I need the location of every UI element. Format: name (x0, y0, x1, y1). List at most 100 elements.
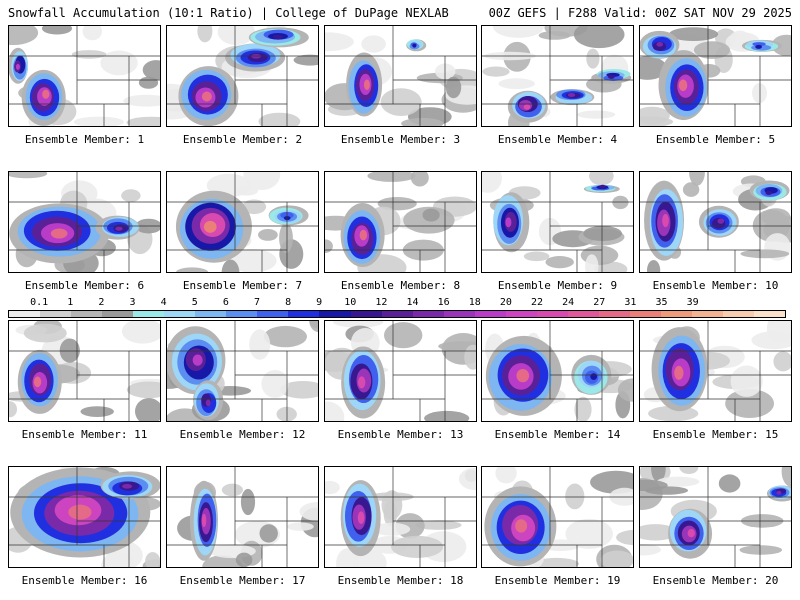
ensemble-member-label: Ensemble Member: 15 (652, 428, 779, 441)
colorbar-segment (319, 311, 351, 317)
light-snow-area (202, 555, 243, 567)
colorbar-segment (257, 311, 289, 317)
light-snow-area (325, 239, 333, 253)
colorbar-tick-label: 8 (285, 297, 292, 308)
colorbar-segment (505, 311, 537, 317)
light-snow-area (647, 260, 661, 272)
light-snow-area (258, 229, 278, 241)
light-snow-area (538, 31, 571, 40)
light-snow-area (380, 88, 422, 116)
colorbar-segment (288, 311, 320, 317)
snowfall-colorbar (8, 310, 786, 318)
ensemble-member-map (639, 320, 792, 422)
colorbar-tick-label: 7 (253, 297, 260, 308)
light-snow-area (718, 474, 741, 493)
ensemble-member-label: Ensemble Member: 6 (24, 279, 145, 292)
light-snow-area (445, 76, 462, 99)
ensemble-member-map (166, 320, 319, 422)
light-snow-area (523, 251, 550, 262)
snowfall-contour (674, 365, 684, 380)
ensemble-member-label: Ensemble Member: 14 (494, 428, 621, 441)
light-snow-area (367, 172, 416, 182)
colorbar-segment (723, 311, 755, 317)
light-snow-area (235, 552, 253, 567)
light-snow-area (325, 32, 354, 52)
light-snow-area (640, 479, 668, 491)
light-snow-area (242, 199, 267, 215)
snowfall-contour (776, 490, 782, 495)
ensemble-member-map (481, 171, 634, 273)
colorbar-tick-label: 18 (468, 297, 481, 308)
snowfall-field (640, 321, 791, 421)
light-snow-area (640, 544, 661, 556)
snowfall-contour (678, 79, 688, 92)
colorbar-segment (567, 311, 599, 317)
light-snow-area (121, 189, 141, 202)
light-snow-area (309, 321, 318, 333)
light-snow-area (361, 35, 386, 53)
light-snow-area (740, 249, 790, 259)
snowfall-contour (192, 354, 203, 366)
snowfall-contour (357, 511, 365, 525)
ensemble-member-map (639, 466, 792, 568)
snowfall-contour (755, 44, 762, 49)
ensemble-member-label: Ensemble Member: 1 (24, 133, 145, 146)
light-snow-area (482, 66, 510, 77)
light-snow-area (781, 467, 791, 488)
light-snow-area (401, 117, 444, 126)
snowfall-field (325, 321, 476, 421)
snowfall-contour (567, 92, 576, 97)
colorbar-segment (598, 311, 630, 317)
light-snow-area (689, 172, 705, 186)
ensemble-member-label: Ensemble Member: 4 (497, 133, 618, 146)
light-snow-area (574, 396, 592, 421)
light-snow-area (121, 321, 160, 344)
light-snow-area (142, 60, 160, 80)
ensemble-member-map (8, 25, 161, 127)
light-snow-area (583, 225, 622, 242)
light-snow-area (259, 524, 278, 543)
colorbar-segment (102, 311, 134, 317)
snowfall-contour (515, 519, 528, 533)
ensemble-member-label: Ensemble Member: 3 (340, 133, 461, 146)
colorbar-tick-label: 12 (375, 297, 388, 308)
light-snow-area (679, 467, 699, 474)
colorbar-segment (350, 311, 382, 317)
colorbar-segment (195, 311, 227, 317)
ensemble-member-label: Ensemble Member: 20 (652, 574, 779, 587)
light-snow-area (217, 26, 255, 45)
light-snow-area (751, 331, 791, 350)
colorbar-segment (412, 311, 444, 317)
light-snow-area (9, 26, 39, 45)
light-snow-area (424, 410, 470, 421)
snowfall-contour (662, 213, 669, 228)
snowfall-contour (656, 42, 664, 47)
colorbar-tick-label: 20 (499, 297, 512, 308)
light-snow-area (585, 254, 599, 272)
snowfall-contour (122, 483, 133, 489)
snowfall-contour (50, 228, 68, 239)
snowfall-field (482, 467, 633, 567)
light-snow-area (458, 467, 476, 491)
snowfall-field (9, 26, 160, 126)
light-snow-area (100, 50, 138, 76)
colorbar-tick-label: 2 (98, 297, 105, 308)
light-snow-area (482, 172, 502, 193)
snowfall-field (9, 321, 160, 421)
light-snow-area (498, 78, 535, 90)
ensemble-member-label: Ensemble Member: 19 (494, 574, 621, 587)
light-snow-area (640, 116, 674, 126)
snowfall-contour (687, 529, 695, 538)
light-snow-area (176, 267, 209, 272)
colorbar-tick-label: 14 (406, 297, 419, 308)
light-snow-area (59, 338, 80, 363)
light-snow-area (138, 76, 159, 89)
ensemble-member-map (8, 171, 161, 273)
ensemble-member-map (166, 25, 319, 127)
colorbar-segment (660, 311, 693, 317)
light-snow-area (82, 26, 102, 41)
snowfall-field (640, 26, 791, 126)
colorbar-tick-label: 31 (624, 297, 637, 308)
colorbar-tick-label: 27 (593, 297, 606, 308)
light-snow-area (135, 398, 160, 421)
